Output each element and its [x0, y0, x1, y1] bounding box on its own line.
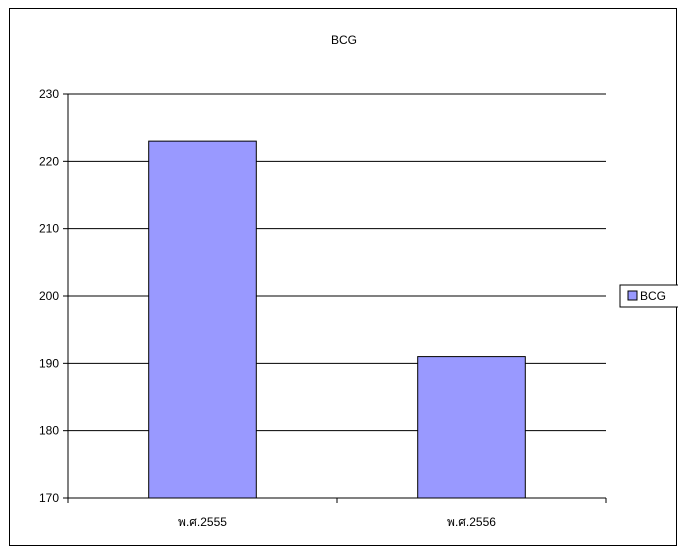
bar-0 [148, 140, 257, 499]
legend-swatch [627, 290, 638, 301]
bar-1 [417, 356, 526, 499]
y-tick-label-220: 220 [39, 154, 59, 168]
y-tick-label-170: 170 [39, 491, 59, 505]
x-tick-label-1: พ.ศ.2556 [447, 515, 496, 529]
bars [148, 140, 526, 499]
y-tick-label-200: 200 [39, 289, 59, 303]
y-tick-label-210: 210 [39, 222, 59, 236]
y-tick-label-180: 180 [39, 424, 59, 438]
y-tick-label-230: 230 [39, 87, 59, 101]
chart-title: BCG [331, 33, 357, 47]
chart-frame [9, 8, 677, 546]
axes: 170 180 190 200 210 220 230 พ.ศ.2555 พ.ศ.2556 [39, 87, 607, 529]
legend: BCG [619, 284, 678, 308]
legend-label-bcg: BCG [640, 289, 666, 303]
x-tick-label-0: พ.ศ.2555 [178, 515, 227, 529]
y-tick-label-190: 190 [39, 356, 59, 370]
